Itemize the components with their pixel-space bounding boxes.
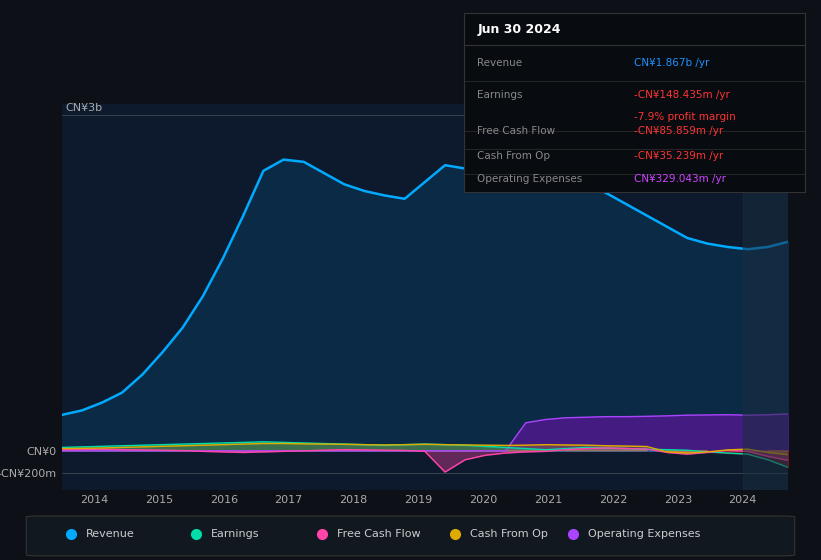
Text: -CN¥35.239m /yr: -CN¥35.239m /yr	[635, 151, 723, 161]
Text: Jun 30 2024: Jun 30 2024	[478, 23, 561, 36]
Bar	[743, 104, 788, 490]
Text: Earnings: Earnings	[478, 90, 523, 100]
FancyBboxPatch shape	[26, 516, 795, 556]
Text: Operating Expenses: Operating Expenses	[478, 174, 583, 184]
Text: Cash From Op: Cash From Op	[478, 151, 551, 161]
Text: Earnings: Earnings	[211, 529, 259, 539]
Text: -7.9% profit margin: -7.9% profit margin	[635, 112, 736, 122]
Text: -CN¥148.435m /yr: -CN¥148.435m /yr	[635, 90, 730, 100]
Text: Free Cash Flow: Free Cash Flow	[337, 529, 420, 539]
Text: CN¥1.867b /yr: CN¥1.867b /yr	[635, 58, 709, 68]
Text: Cash From Op: Cash From Op	[470, 529, 548, 539]
Text: Revenue: Revenue	[478, 58, 523, 68]
Text: -CN¥85.859m /yr: -CN¥85.859m /yr	[635, 126, 723, 136]
Text: Free Cash Flow: Free Cash Flow	[478, 126, 556, 136]
Text: CN¥329.043m /yr: CN¥329.043m /yr	[635, 174, 727, 184]
Text: CN¥3b: CN¥3b	[65, 102, 103, 113]
Text: Revenue: Revenue	[85, 529, 134, 539]
Text: Operating Expenses: Operating Expenses	[588, 529, 700, 539]
